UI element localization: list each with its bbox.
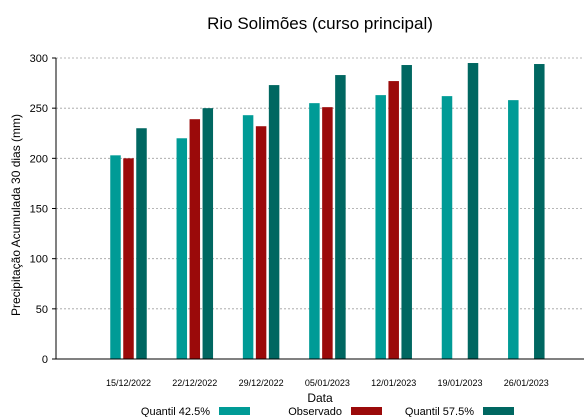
x-tick-label: 22/12/2022: [172, 378, 217, 388]
y-axis-label: Precipitação Acumulada 30 dias (mm): [9, 114, 23, 316]
y-tick-label: 150: [30, 204, 48, 216]
legend-label: Observado: [288, 406, 342, 417]
y-tick-label: 0: [42, 354, 48, 366]
x-tick-label: 05/01/2023: [305, 378, 350, 388]
bar: [189, 119, 201, 359]
x-tick-label: 26/01/2023: [504, 378, 549, 388]
bar: [123, 158, 134, 359]
bar: [388, 81, 399, 360]
y-tick-label: 100: [30, 254, 48, 266]
bars: [110, 63, 545, 360]
bar: [508, 100, 519, 359]
x-tick-label: 12/01/2023: [371, 378, 416, 388]
bar: [176, 138, 188, 359]
x-tick-label: 19/01/2023: [437, 378, 482, 388]
bar: [534, 64, 545, 360]
x-tick-label: 15/12/2022: [106, 378, 151, 388]
legend-label: Quantil 42.5%: [141, 406, 210, 417]
bar: [136, 128, 147, 359]
y-tick-label: 300: [30, 53, 48, 65]
grid: [56, 57, 584, 310]
bar: [467, 63, 479, 360]
legend-swatch: [351, 407, 382, 415]
bar: [441, 96, 453, 360]
x-tick-labels: 15/12/2022 22/12/2022 29/12/2022 05/01/2023…: [106, 378, 549, 388]
axes: [52, 57, 584, 360]
legend-swatch: [219, 407, 250, 415]
bar: [335, 75, 346, 359]
chart-title: Rio Solimões (curso principal): [207, 14, 433, 33]
bar: [375, 95, 386, 359]
bar: [202, 108, 214, 360]
bar: [322, 107, 333, 359]
bar: [401, 65, 412, 360]
y-tick-label: 250: [30, 103, 48, 115]
x-axis-label: Data: [307, 391, 333, 405]
legend: Quantil 42.5% Observado Quantil 57.5%: [141, 406, 514, 417]
x-tick-label: 29/12/2022: [239, 378, 284, 388]
bar: [309, 103, 320, 360]
legend-swatch: [483, 407, 514, 415]
legend-label: Quantil 57.5%: [405, 406, 474, 417]
bar: [110, 155, 121, 359]
bar: [242, 115, 254, 359]
bar: [255, 126, 267, 359]
bar: [268, 85, 280, 359]
y-tick-labels: 0 50 100 150 200 250 300: [30, 53, 48, 366]
y-tick-label: 200: [30, 153, 48, 165]
y-tick-label: 50: [36, 304, 48, 316]
